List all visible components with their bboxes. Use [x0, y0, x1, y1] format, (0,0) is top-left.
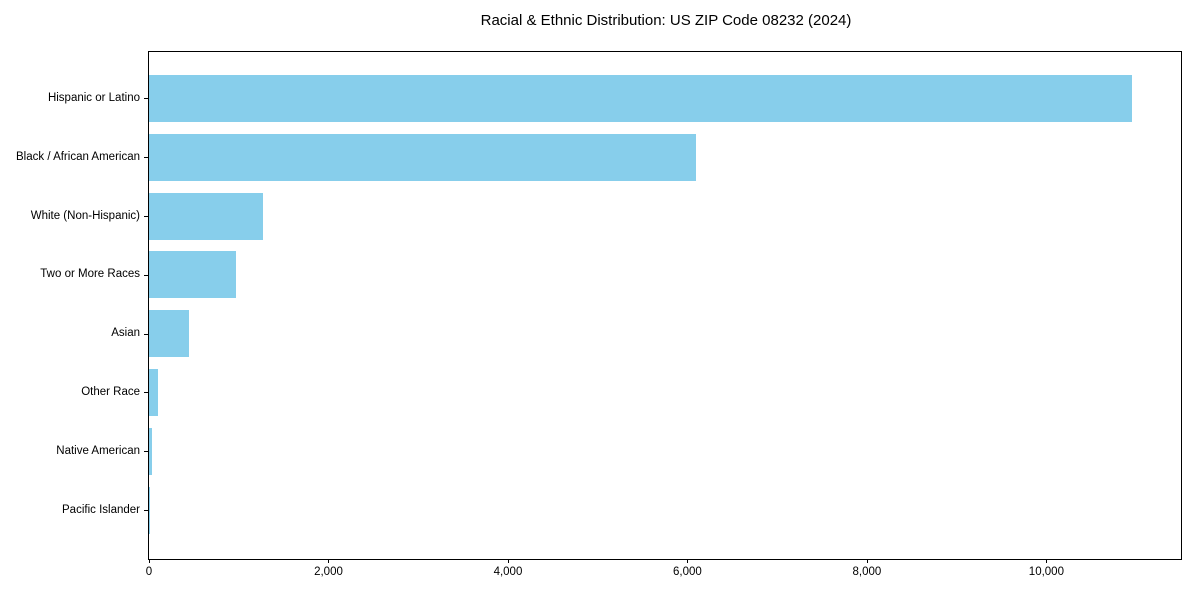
bar: [149, 427, 153, 475]
bar: [149, 368, 158, 416]
y-tick-mark: [144, 392, 148, 394]
y-tick-mark: [144, 510, 148, 511]
x-tick-mark: [1046, 559, 1048, 563]
x-tick-mark: [866, 559, 868, 563]
chart-title: Racial & Ethnic Distribution: US ZIP Cod…: [480, 12, 852, 29]
bar: [149, 74, 1132, 122]
category-label: Native American: [56, 444, 140, 457]
x-tick-label: 2,000: [314, 566, 343, 578]
category-label: Other Race: [81, 385, 140, 398]
bar: [149, 310, 190, 358]
y-tick-mark: [144, 333, 148, 335]
y-tick-mark: [144, 451, 148, 453]
y-tick-mark: [144, 98, 148, 100]
bar: [149, 133, 697, 181]
category-label: Two or More Races: [40, 268, 140, 281]
category-label: Hispanic or Latino: [47, 91, 140, 104]
x-tick-mark: [149, 559, 150, 563]
bar: [149, 192, 263, 240]
y-tick-mark: [144, 157, 148, 159]
plot-area: 0 2,000 4,000 6,000 8,000 10,000: [144, 51, 1182, 578]
y-tick-mark: [144, 274, 148, 276]
x-tick-label: 10,000: [1028, 566, 1064, 578]
bar: [149, 251, 237, 299]
y-tick-mark: [144, 216, 148, 217]
x-tick-mark: [507, 559, 509, 563]
x-tick-label: 4,000: [493, 566, 523, 578]
x-tick-label: 6,000: [673, 566, 702, 578]
category-label: White (Non-Hispanic): [30, 209, 140, 222]
category-label: Black / African American: [16, 150, 140, 163]
x-tick-label: 0: [145, 566, 153, 578]
x-tick-mark: [328, 559, 330, 563]
category-label: Pacific Islander: [62, 503, 140, 516]
category-label: Asian: [111, 327, 140, 340]
x-tick-mark: [687, 559, 689, 563]
x-tick-label: 8,000: [852, 566, 882, 578]
